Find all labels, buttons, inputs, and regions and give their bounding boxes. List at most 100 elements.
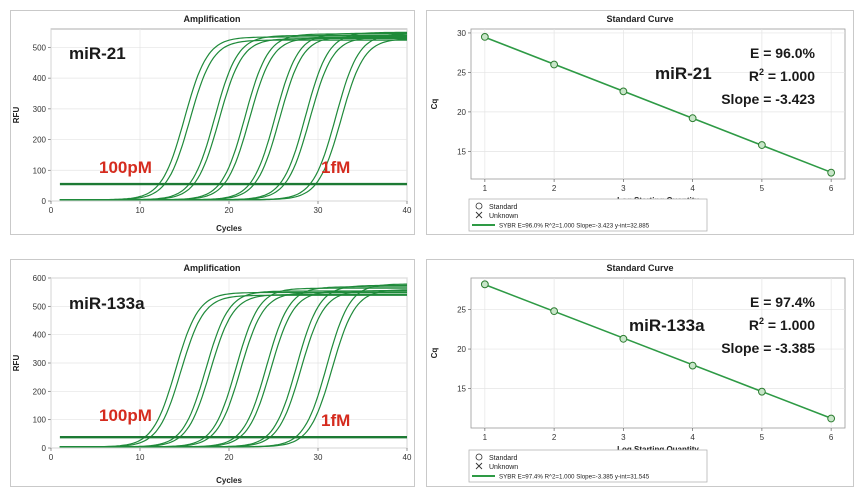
y-tick-label: 20 bbox=[457, 345, 466, 354]
amplification-chart: 0 100 200 300 400 500 600 0 10 20 30 40 Amplificatio… bbox=[12, 263, 412, 485]
standard-point bbox=[550, 60, 559, 69]
legend-unknown-label: Unknown bbox=[489, 213, 518, 220]
amplification-panel-mir21: 0 100 200 300 400 500 0 10 20 30 40 Amplification Cy… bbox=[10, 10, 415, 235]
slope-label: Slope = -3.385 bbox=[721, 340, 815, 356]
standard-point bbox=[757, 141, 766, 149]
standard-point bbox=[827, 414, 836, 423]
y-axis-label: Cq bbox=[430, 99, 439, 110]
standard-point bbox=[619, 87, 628, 96]
y-tick-label: 500 bbox=[33, 43, 47, 52]
efficiency-label: E = 96.0% bbox=[750, 45, 816, 61]
y-tick-label: 100 bbox=[33, 166, 47, 175]
legend-standard-marker bbox=[475, 453, 483, 461]
chart-title: Amplification bbox=[183, 263, 240, 273]
x-tick-label: 6 bbox=[829, 184, 834, 193]
standard-point bbox=[550, 307, 559, 316]
y-axis-label: RFU bbox=[12, 107, 21, 124]
target-label: miR-133a bbox=[629, 316, 705, 335]
x-tick-label: 30 bbox=[314, 453, 323, 462]
y-tick-label: 400 bbox=[33, 331, 47, 340]
x-tick-label: 40 bbox=[403, 206, 412, 215]
x-tick-label: 30 bbox=[314, 206, 323, 215]
standard-point bbox=[827, 168, 836, 177]
legend-standard-label: Standard bbox=[489, 455, 518, 462]
standard-curve-panel-mir133a: 15 20 25 1 2 3 4 5 6 Standard Curve Log Starting Q… bbox=[426, 259, 854, 487]
y-tick-label: 500 bbox=[33, 302, 47, 311]
standard-point bbox=[757, 387, 766, 396]
target-label: miR-21 bbox=[69, 44, 126, 63]
legend-fit-label: SYBR E=97.4% R^2=1.000 Slope=-3.385 y-in… bbox=[499, 474, 650, 481]
r-squared-label: R2 = 1.000 bbox=[749, 67, 815, 84]
legend-unknown-label: Unknown bbox=[489, 464, 518, 471]
standard-point bbox=[480, 32, 489, 41]
y-tick-label: 200 bbox=[33, 387, 47, 396]
slope-label: Slope = -3.423 bbox=[721, 91, 815, 107]
chart-title: Amplification bbox=[183, 14, 240, 24]
y-tick-label: 400 bbox=[33, 74, 47, 83]
efficiency-label: E = 97.4% bbox=[750, 294, 816, 310]
chart-title: Standard Curve bbox=[606, 263, 673, 273]
chart-title: Standard Curve bbox=[606, 14, 673, 24]
x-tick-label: 6 bbox=[829, 433, 834, 442]
concentration-low-label: 1fM bbox=[321, 158, 350, 177]
standard-point bbox=[619, 334, 628, 343]
x-axis-label: Cycles bbox=[216, 224, 242, 233]
r-squared-label: R2 = 1.000 bbox=[749, 316, 815, 333]
legend-unknown-marker bbox=[475, 462, 483, 470]
target-label: miR-133a bbox=[69, 294, 145, 313]
x-tick-label: 40 bbox=[403, 453, 412, 462]
legend-box bbox=[468, 198, 708, 232]
y-axis-label: Cq bbox=[430, 348, 439, 359]
y-tick-label: 0 bbox=[42, 197, 47, 206]
amplification-chart: 0 100 200 300 400 500 0 10 20 30 40 Amplification Cy… bbox=[12, 14, 412, 233]
x-tick-label: 2 bbox=[552, 433, 557, 442]
concentration-high-label: 100pM bbox=[99, 406, 152, 425]
x-tick-label: 3 bbox=[621, 184, 626, 193]
y-tick-label: 300 bbox=[33, 105, 47, 114]
y-axis-label: RFU bbox=[12, 355, 21, 372]
x-tick-label: 10 bbox=[136, 453, 145, 462]
amplification-curve bbox=[59, 289, 408, 448]
x-tick-label: 5 bbox=[760, 184, 765, 193]
legend-standard-marker bbox=[475, 202, 483, 210]
x-tick-label: 3 bbox=[621, 433, 626, 442]
x-tick-label: 4 bbox=[690, 433, 695, 442]
y-tick-label: 15 bbox=[457, 385, 466, 394]
y-tick-label: 25 bbox=[457, 68, 466, 77]
y-tick-label: 15 bbox=[457, 147, 466, 156]
standard-point bbox=[688, 114, 697, 123]
x-axis-label: Log Starting Quantity bbox=[617, 445, 699, 454]
x-tick-label: 1 bbox=[483, 433, 488, 442]
target-label: miR-21 bbox=[655, 64, 712, 83]
y-tick-label: 25 bbox=[457, 306, 466, 315]
amplification-curves bbox=[59, 283, 408, 448]
x-tick-label: 4 bbox=[690, 184, 695, 193]
x-tick-label: 1 bbox=[483, 184, 488, 193]
x-tick-label: 2 bbox=[552, 184, 557, 193]
amplification-panel-mir133a: 0 100 200 300 400 500 600 0 10 20 30 40 Amplificatio… bbox=[10, 259, 415, 487]
legend-box bbox=[468, 449, 708, 483]
y-tick-label: 600 bbox=[33, 274, 47, 283]
standard-point bbox=[480, 280, 489, 289]
x-tick-label: 10 bbox=[136, 206, 145, 215]
y-tick-label: 200 bbox=[33, 136, 47, 145]
x-tick-label: 20 bbox=[225, 453, 234, 462]
amplification-curves bbox=[59, 31, 408, 201]
legend-fit-label: SYBR E=96.0% R^2=1.000 Slope=-3.423 y-in… bbox=[499, 223, 650, 230]
y-tick-label: 300 bbox=[33, 359, 47, 368]
x-axis-label: Cycles bbox=[216, 476, 242, 485]
concentration-high-label: 100pM bbox=[99, 158, 152, 177]
y-tick-label: 0 bbox=[42, 444, 47, 453]
y-tick-label: 20 bbox=[457, 108, 466, 117]
legend-unknown-marker bbox=[475, 211, 483, 219]
fit-line bbox=[484, 283, 832, 419]
x-tick-label: 0 bbox=[49, 206, 54, 215]
amplification-curve bbox=[59, 38, 408, 201]
y-tick-label: 100 bbox=[33, 416, 47, 425]
x-tick-label: 5 bbox=[760, 433, 765, 442]
concentration-low-label: 1fM bbox=[321, 411, 350, 430]
fit-line bbox=[484, 36, 832, 174]
x-tick-label: 0 bbox=[49, 453, 54, 462]
